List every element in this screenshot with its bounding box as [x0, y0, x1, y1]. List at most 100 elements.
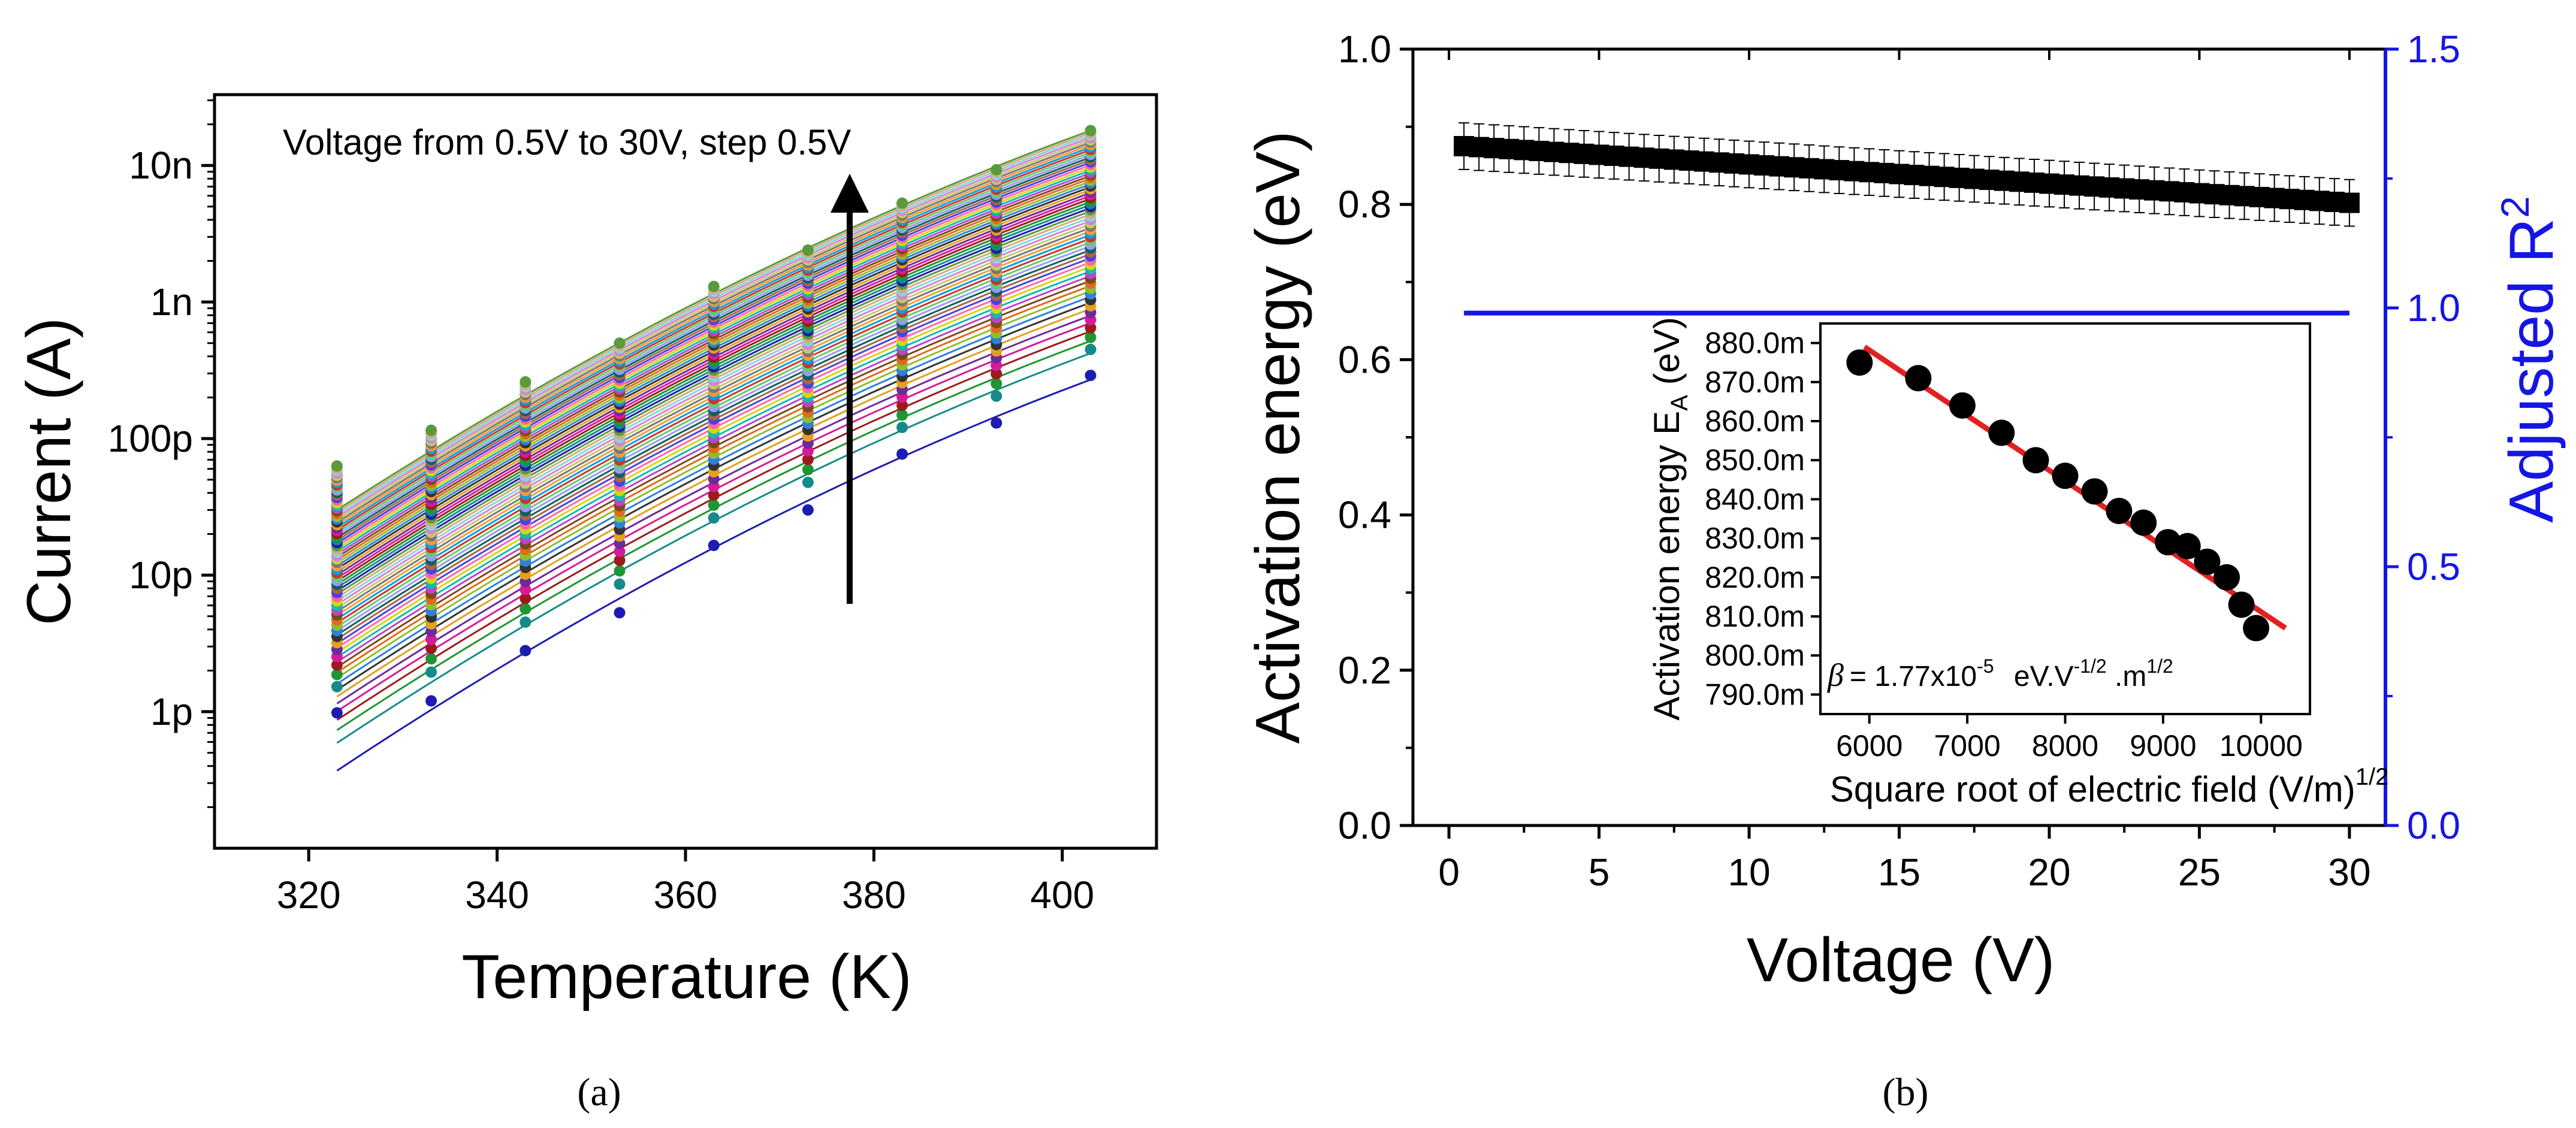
- data-point-series-60: [614, 337, 626, 349]
- right-axis-label-text: Adjusted R: [2497, 218, 2566, 523]
- data-point-series-4: [1085, 322, 1097, 334]
- panel-b-caption-label: (b): [1883, 1070, 1929, 1114]
- data-point-series-1: [425, 695, 437, 707]
- data-point-series-1: [802, 504, 814, 516]
- y-tick-label: 0.6: [1338, 338, 1391, 381]
- data-point-series-3: [802, 464, 814, 476]
- beta-exponent: -5: [1977, 655, 1994, 677]
- panel-a-caption-label: (a): [577, 1070, 621, 1114]
- inset-data-point: [1949, 392, 1976, 419]
- beta-unit-v: eV.V: [2006, 661, 2074, 692]
- beta-value: = 1.77x10: [1850, 661, 1977, 692]
- panel-a-x-axis-label: Temperature (K): [461, 942, 911, 1012]
- data-point-series-2: [990, 390, 1002, 402]
- inset-x-tick-label: 7000: [1934, 729, 2000, 763]
- x-tick-label: 0: [1438, 851, 1460, 894]
- data-point-series-3: [1085, 331, 1097, 343]
- data-point-series-1: [990, 417, 1002, 429]
- beta-symbol: β: [1827, 657, 1844, 693]
- data-point-series-60: [896, 197, 908, 209]
- y-tick-label: 1p: [150, 690, 193, 733]
- data-point-series-4: [520, 592, 531, 604]
- y-tick-label: 1.0: [1338, 28, 1391, 71]
- y-tick-label: 10n: [129, 144, 193, 187]
- data-point-series-1: [331, 707, 343, 719]
- inset-y-tick-label: 850.0m: [1705, 443, 1805, 477]
- data-point-series-1: [520, 645, 531, 657]
- panel-a-y-axis-label: Current (A): [14, 317, 84, 625]
- inset-data-point: [2213, 564, 2240, 591]
- panel-a-current-vs-temperature: 320 340 360 380 400 1p 10p 100p 1n 10n Temperatu…: [14, 93, 1158, 1114]
- y-tick-label: 1n: [150, 280, 193, 323]
- data-point-series-5: [520, 583, 531, 595]
- y-tick-label: 0.8: [1338, 183, 1391, 226]
- panel-b-x-axis-label: Voltage (V): [1747, 926, 2055, 995]
- inset-y-label-subscript: A: [1666, 395, 1693, 411]
- inset-y-axis-ticks: 790.0m 800.0m 810.0m 820.0m 830.0m 840.0m 850.…: [1705, 326, 1820, 711]
- inset-x-tick-label: 6000: [1836, 729, 1902, 763]
- inset-data-point: [2081, 478, 2108, 505]
- data-point-series-60: [331, 460, 343, 472]
- y-tick-label: 0.4: [1338, 494, 1391, 537]
- x-tick-label: 5: [1589, 851, 1610, 894]
- x-tick-label: 400: [1030, 873, 1094, 917]
- data-point-series-2: [331, 681, 343, 692]
- data-point-series-1: [614, 607, 626, 619]
- data-point-series-3: [614, 565, 626, 577]
- activation-energy-points: [1454, 136, 2360, 213]
- data-point-series-2: [802, 476, 814, 488]
- data-point-series-2: [425, 666, 437, 678]
- inset-data-point: [1846, 349, 1873, 376]
- data-point-series-2: [614, 578, 626, 590]
- inset-beta-annotation: β = 1.77x10-5 eV.V-1/2 .m1/2: [1827, 655, 2173, 693]
- y-tick-label: 0.2: [1338, 649, 1391, 692]
- inset-y-tick-label: 870.0m: [1705, 365, 1805, 399]
- data-point-series-4: [802, 453, 814, 465]
- panel-b-left-y-axis-ticks: 0.0 0.2 0.4 0.6 0.8 1.0: [1338, 28, 1413, 847]
- data-point-series-4: [331, 659, 343, 671]
- inset-y-label-unit: (eV): [1647, 317, 1687, 395]
- data-point-series-60: [1085, 125, 1097, 137]
- x-tick-label: 360: [654, 873, 718, 917]
- inset-y-tick-label: 820.0m: [1705, 561, 1805, 594]
- inset-x-tick-label: 9000: [2130, 729, 2196, 763]
- data-point-series-3: [990, 377, 1002, 389]
- x-tick-label: 20: [2028, 851, 2070, 894]
- inset-y-tick-label: 810.0m: [1705, 600, 1805, 633]
- data-point-series-3: [425, 653, 437, 665]
- data-point-series-4: [896, 400, 908, 412]
- inset-y-tick-label: 860.0m: [1705, 404, 1805, 438]
- beta-unit-v-exponent: -1/2: [2074, 655, 2107, 677]
- inset-data-point: [2228, 591, 2255, 618]
- x-tick-label: 340: [465, 873, 529, 917]
- right-axis-label-superscript: 2: [2493, 196, 2537, 218]
- panel-b-right-y-axis-label: Adjusted R2: [2493, 196, 2566, 522]
- data-point-series-60: [708, 280, 720, 292]
- activation-energy-point: [2339, 192, 2360, 213]
- x-tick-label: 15: [1878, 851, 1920, 894]
- y-tick-label: 10p: [129, 554, 193, 597]
- inset-y-tick-label: 830.0m: [1705, 522, 1805, 555]
- panel-a-y-axis-ticks: 1p 10p 100p 1n 10n: [108, 99, 215, 808]
- inset-data-point: [2022, 447, 2049, 474]
- panel-a-voltage-arrow: [831, 174, 869, 604]
- panel-a-x-axis-ticks: 320 340 360 380 400: [277, 848, 1094, 917]
- panel-b-activation-energy-vs-voltage: 0 5 10 15 20 25 30 0.0 0.2 0.4 0.6 0.8 1.0 0.0 0.5 1.…: [1243, 28, 2566, 1114]
- inset-y-label-text: Activation energy E: [1647, 411, 1687, 721]
- x-tick-label: 320: [277, 873, 341, 917]
- data-point-series-2: [520, 616, 531, 628]
- data-point-series-1: [1085, 370, 1097, 382]
- inset-data-points: [1846, 349, 2270, 642]
- inset-x-label-text: Square root of electric field (V/m): [1830, 769, 2355, 809]
- beta-unit-m-exponent: 1/2: [2146, 655, 2173, 677]
- data-point-series-4: [708, 489, 720, 501]
- data-point-series-4: [614, 555, 626, 566]
- data-point-series-2: [896, 422, 908, 433]
- inset-y-tick-label: 790.0m: [1705, 678, 1805, 711]
- right-y-tick-label: 1.0: [2407, 286, 2460, 329]
- data-point-series-5: [614, 546, 626, 557]
- data-point-series-1: [896, 448, 908, 460]
- inset-data-point: [2174, 533, 2201, 560]
- inset-x-axis-label: Square root of electric field (V/m)1/2: [1830, 764, 2389, 809]
- data-point-series-2: [708, 512, 720, 524]
